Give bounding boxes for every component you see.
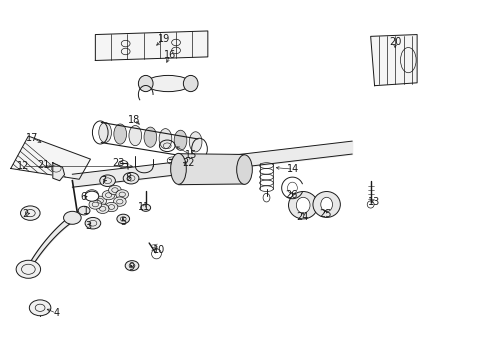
Ellipse shape [145, 76, 190, 92]
Text: 22: 22 [182, 158, 194, 168]
Ellipse shape [20, 206, 40, 220]
Text: 5: 5 [120, 217, 126, 228]
Ellipse shape [100, 175, 115, 186]
Text: 1: 1 [82, 206, 88, 216]
Ellipse shape [63, 211, 81, 224]
Text: 6: 6 [80, 192, 86, 202]
Text: 11: 11 [138, 202, 150, 212]
Polygon shape [95, 31, 207, 60]
Ellipse shape [296, 197, 309, 213]
Text: 14: 14 [286, 164, 299, 174]
Ellipse shape [320, 197, 332, 212]
Text: 24: 24 [295, 212, 308, 222]
Ellipse shape [96, 204, 109, 213]
Ellipse shape [16, 260, 41, 278]
Text: 15: 15 [184, 150, 197, 160]
Ellipse shape [123, 172, 139, 184]
Ellipse shape [236, 155, 252, 184]
Ellipse shape [99, 122, 111, 143]
Ellipse shape [85, 190, 98, 199]
Ellipse shape [108, 185, 121, 195]
Ellipse shape [102, 190, 115, 200]
Ellipse shape [141, 204, 150, 211]
Ellipse shape [94, 196, 106, 206]
Text: 13: 13 [367, 197, 380, 207]
Ellipse shape [78, 206, 90, 215]
Text: 3: 3 [85, 221, 91, 231]
Ellipse shape [312, 192, 340, 217]
Polygon shape [11, 136, 90, 179]
Ellipse shape [114, 124, 126, 144]
Text: 17: 17 [25, 132, 38, 143]
Ellipse shape [89, 200, 102, 209]
Text: 9: 9 [128, 262, 134, 272]
Text: 12: 12 [17, 161, 30, 171]
Ellipse shape [170, 153, 186, 184]
Polygon shape [53, 163, 64, 181]
Ellipse shape [113, 197, 126, 206]
Ellipse shape [183, 76, 198, 92]
Ellipse shape [288, 192, 317, 219]
Text: 7: 7 [101, 176, 106, 186]
Ellipse shape [85, 217, 101, 229]
Polygon shape [370, 35, 416, 86]
Ellipse shape [189, 132, 202, 152]
Text: 21: 21 [37, 160, 49, 170]
Text: 8: 8 [125, 173, 131, 183]
Ellipse shape [174, 130, 186, 150]
Ellipse shape [129, 126, 142, 146]
Text: 26: 26 [284, 190, 297, 200]
Text: 23: 23 [112, 158, 124, 168]
Ellipse shape [143, 127, 156, 147]
Ellipse shape [117, 214, 129, 224]
Ellipse shape [138, 76, 153, 92]
Ellipse shape [125, 261, 139, 271]
Text: 16: 16 [163, 50, 176, 60]
Text: 10: 10 [152, 245, 165, 255]
Text: 20: 20 [388, 37, 401, 48]
Text: 18: 18 [128, 114, 141, 125]
Ellipse shape [105, 202, 118, 212]
Text: 25: 25 [318, 209, 331, 219]
Ellipse shape [29, 300, 51, 316]
Text: 19: 19 [157, 34, 170, 44]
Text: 2: 2 [22, 209, 28, 219]
Ellipse shape [159, 129, 171, 149]
Ellipse shape [116, 190, 128, 199]
Text: 4: 4 [53, 308, 59, 318]
Ellipse shape [85, 191, 99, 201]
